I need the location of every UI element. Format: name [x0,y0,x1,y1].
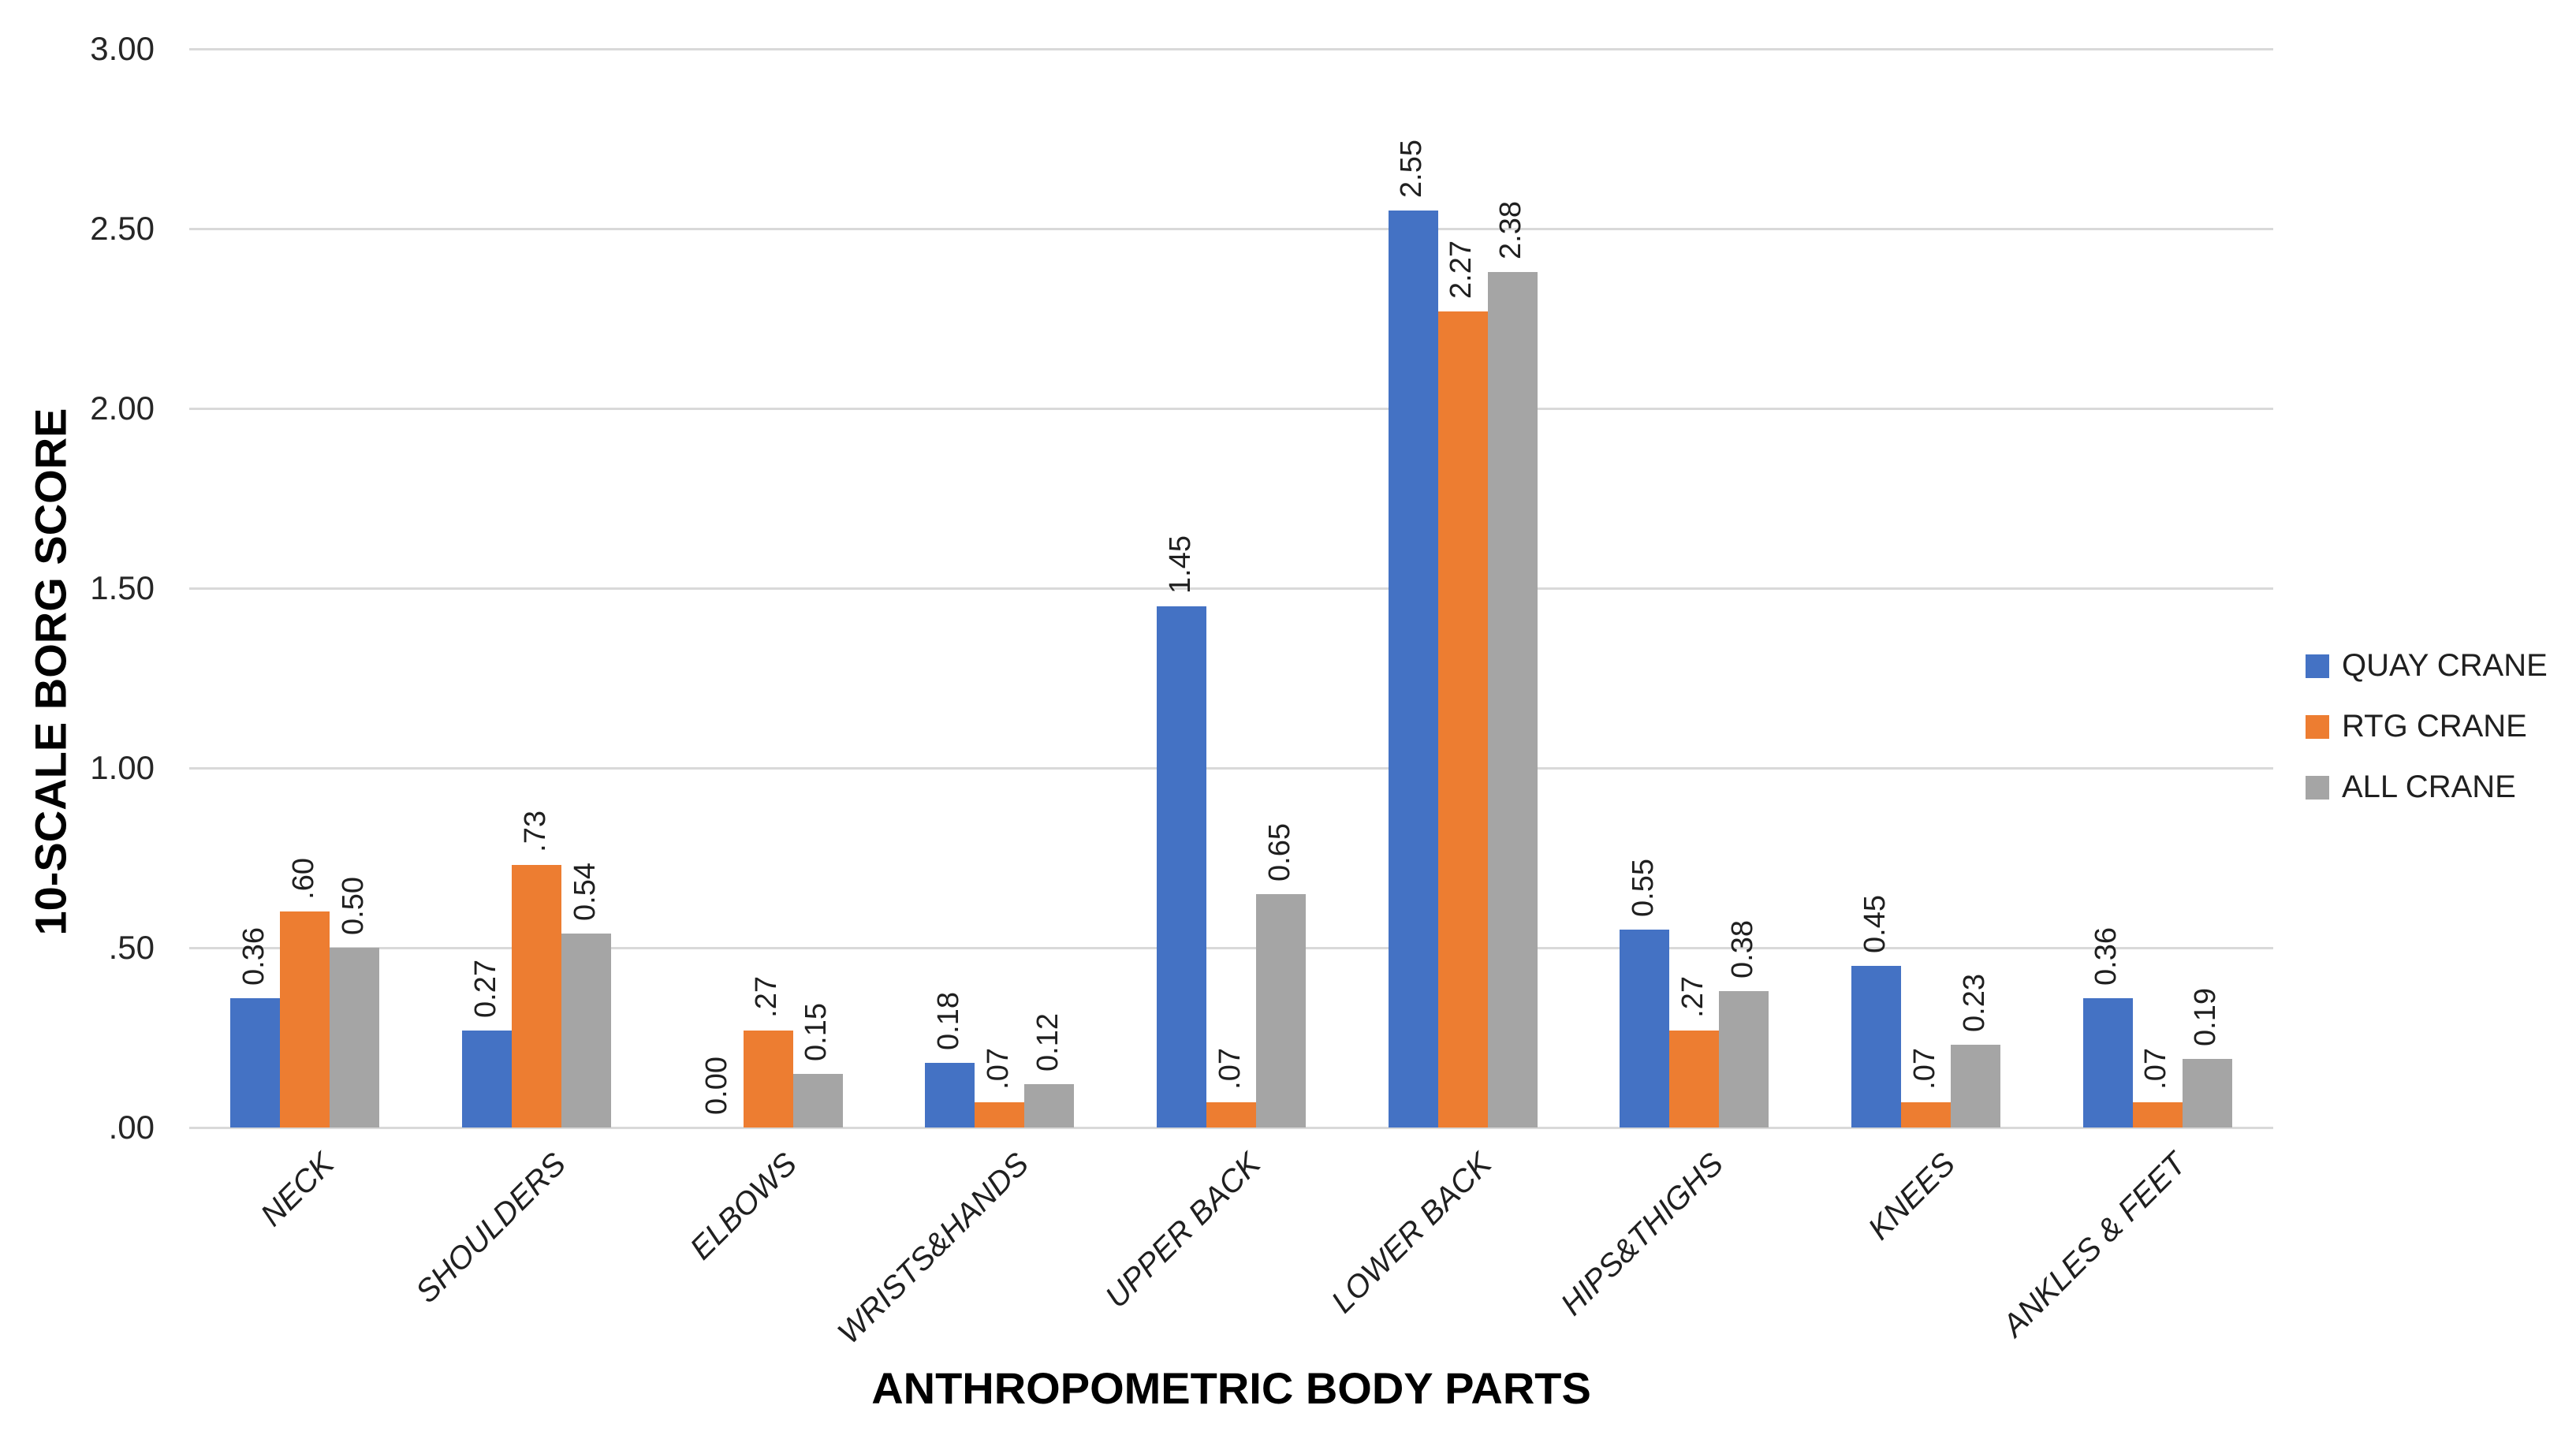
bar [512,865,561,1128]
bar [1487,271,1538,1128]
bar [1388,211,1438,1128]
gridline [189,1126,2273,1129]
bar [1851,965,1901,1128]
bar-value-label: 0.36 [237,926,270,986]
bar-value-label: 1.45 [1163,535,1197,594]
legend-swatch [2306,775,2329,800]
gridline [189,227,2273,230]
y-tick-label: .50 [108,929,155,966]
bar-value-label: 0.54 [568,862,602,921]
bar-value-label: .07 [1213,1048,1247,1090]
y-tick-label: 1.50 [90,569,155,606]
bar-value-label: 0.23 [1957,974,1991,1033]
bar-value-label: .27 [1676,976,1709,1018]
legend-swatch [2306,714,2329,739]
legend: QUAY CRANE RTG CRANE ALL CRANE [2306,648,2548,805]
bar-value-label: 0.00 [700,1057,734,1115]
bar [975,1102,1025,1128]
bar [743,1030,793,1128]
legend-label: QUAY CRANE [2342,648,2548,683]
bar-value-label: 0.36 [2090,926,2123,986]
bar-value-label: 2.55 [1395,140,1429,199]
legend-swatch [2306,654,2329,678]
bar [1901,1102,1951,1128]
y-tick-label: 2.00 [90,390,155,427]
bar-value-label: 0.15 [800,1002,833,1061]
y-axis-title: 10-SCALE BORG SCORE [25,408,76,936]
y-tick-label: 3.00 [90,30,155,67]
bar [1719,990,1769,1128]
bar [2182,1059,2232,1128]
y-tick-label: 2.50 [90,210,155,247]
bar-value-label: 0.19 [2189,988,2223,1047]
gridline [189,47,2273,50]
bar-value-label: 0.18 [931,991,965,1050]
bar [280,911,330,1128]
bar [1951,1045,2000,1128]
bar [1669,1030,1720,1128]
bar [330,948,380,1128]
bar [2132,1102,2183,1128]
gridline [189,587,2273,590]
y-tick-label: .00 [108,1109,155,1146]
bar [1206,1102,1256,1128]
bar [1437,311,1488,1128]
bar-value-label: 2.27 [1445,240,1478,299]
bar-value-label: 0.38 [1725,919,1759,978]
legend-item: QUAY CRANE [2306,648,2548,684]
y-tick-label: 1.00 [90,749,155,786]
bar-value-label: 0.12 [1031,1013,1064,1072]
bar [1620,930,1670,1128]
bar [792,1073,843,1128]
gridline [189,946,2273,949]
x-axis-title: ANTHROPOMETRIC BODY PARTS [871,1363,1591,1413]
bar-value-label: .07 [981,1048,1015,1090]
bar [2082,997,2133,1128]
bar-value-label: 0.27 [468,959,502,1018]
bar [462,1030,512,1128]
gridline [189,407,2273,410]
bar [925,1062,975,1128]
bar-value-label: .27 [750,976,784,1018]
legend-item: ALL CRANE [2306,770,2548,805]
bar-value-label: .07 [1907,1048,1941,1090]
bar-value-label: 0.55 [1626,859,1660,918]
gridline [189,766,2273,770]
bar-value-label: .73 [518,811,552,853]
legend-item: RTG CRANE [2306,709,2548,744]
legend-label: RTG CRANE [2342,709,2527,744]
bar [1024,1084,1075,1128]
bar [230,997,281,1128]
bar [1157,606,1206,1128]
bar-value-label: 2.38 [1494,200,1528,259]
bar [1256,893,1306,1128]
bar-value-label: 0.45 [1858,894,1892,953]
bar-value-label: .60 [286,857,320,900]
bar [561,933,611,1128]
bar-value-label: 0.50 [336,877,370,935]
legend-label: ALL CRANE [2342,770,2516,804]
bar-value-label: .07 [2139,1048,2173,1090]
bar-value-label: 0.65 [1262,822,1296,882]
